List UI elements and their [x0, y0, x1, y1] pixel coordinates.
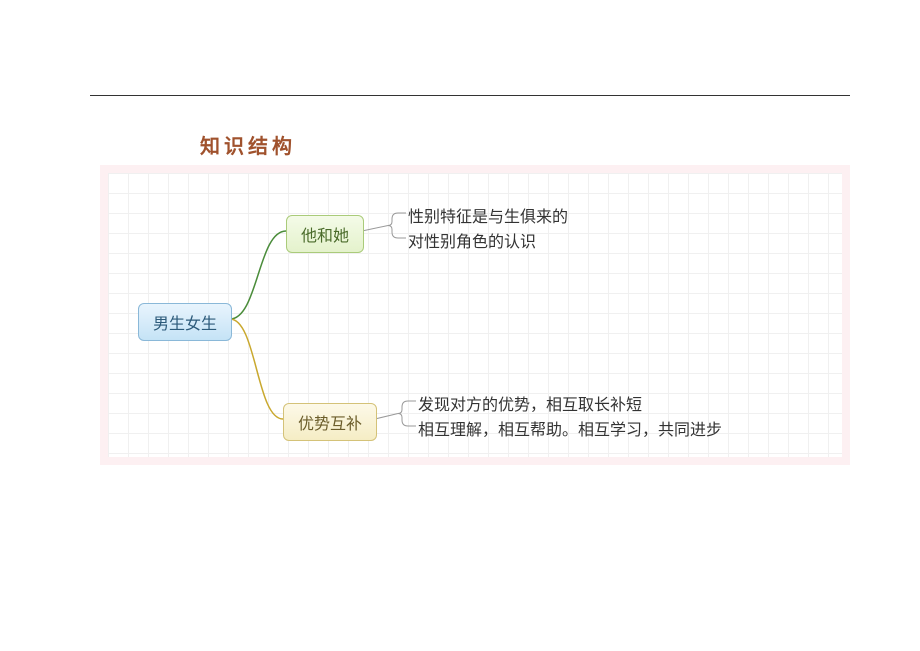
branch-node-1: 优势互补	[283, 403, 377, 441]
branch-node-0: 他和她	[286, 215, 364, 253]
section-title: 知识结构	[200, 130, 296, 159]
leaf-text-1-0: 发现对方的优势，相互取长补短	[418, 391, 642, 415]
leaf-text-0-1: 对性别角色的认识	[408, 228, 536, 252]
diagram-area: 男生女生 他和她 性别特征是与生俱来的对性别角色的认识优势互补 发现对方的优势，相互取…	[108, 173, 842, 457]
horizontal-rule	[90, 95, 850, 96]
diagram-frame: 男生女生 他和她 性别特征是与生俱来的对性别角色的认识优势互补 发现对方的优势，相互取…	[100, 165, 850, 465]
root-node: 男生女生	[138, 303, 232, 341]
leaf-text-0-0: 性别特征是与生俱来的	[408, 203, 568, 227]
leaf-text-1-1: 相互理解，相互帮助。相互学习，共同进步	[418, 416, 722, 440]
